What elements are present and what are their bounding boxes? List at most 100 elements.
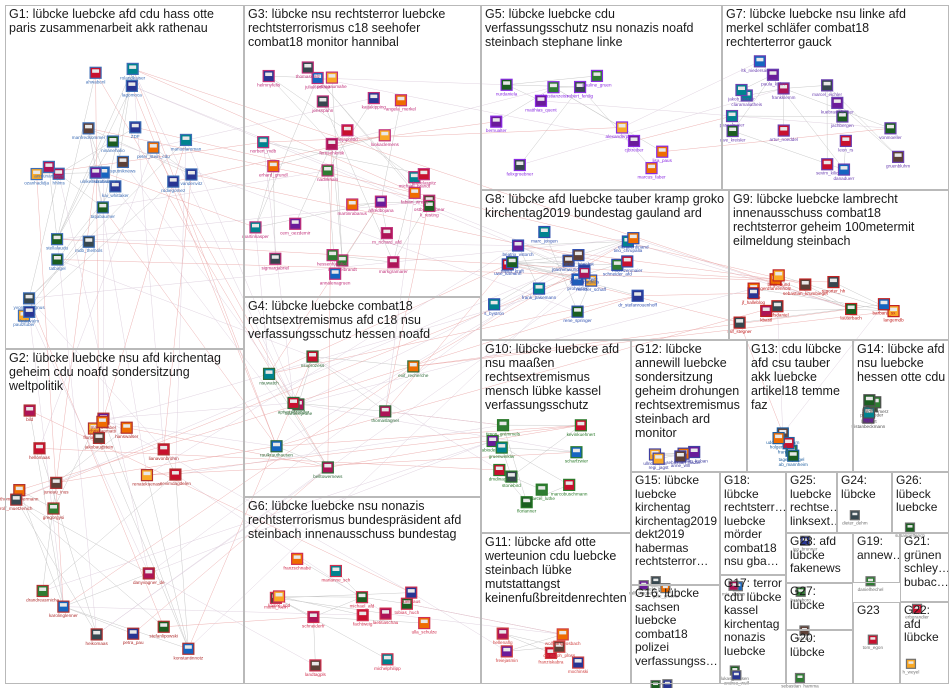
node-ozanhadidja[interactable]: ozanhadidja	[24, 167, 49, 186]
node-uwe-kreisler[interactable]: uwe_kreisler	[720, 124, 746, 143]
node-wolfgangbosbach[interactable]: wolfgangbosbach	[545, 628, 581, 646]
node-nurdaniela[interactable]: nurdaniela	[496, 78, 518, 96]
node-gregorgysi[interactable]: gregorgysi	[43, 502, 64, 520]
node-bernualter[interactable]: bernualter	[486, 115, 507, 133]
node-hellomaas[interactable]: hellomaas	[29, 442, 51, 460]
node-holger-k[interactable]: holger_k	[770, 432, 788, 450]
node-s-bystron[interactable]: s_bystron	[484, 298, 505, 316]
node-michael-afd[interactable]: michael_afd	[350, 591, 375, 609]
node-nadirkhalo[interactable]: nadirkhalo	[317, 164, 339, 182]
node-landtagpls[interactable]: landtagpls	[305, 659, 327, 677]
node-alexanderpeters[interactable]: alexanderpeters	[606, 121, 640, 139]
node-tom-egon[interactable]: tom_egon	[863, 634, 884, 650]
node-gute-gruene[interactable]: gute_gruene	[652, 583, 679, 599]
node-rene-springer[interactable]: rene_springer	[563, 305, 592, 323]
node-raulkrauthausen[interactable]: raulkrauthausen	[260, 440, 293, 458]
node-juneau-inus[interactable]: juneau_inus	[43, 476, 69, 494]
node-felixgroebner[interactable]: felixgroebner	[507, 158, 534, 176]
node-matthias-quent[interactable]: matthias_quent	[525, 94, 557, 112]
node-petra-pau[interactable]: petra_pau	[123, 627, 144, 645]
node-sputniknews[interactable]: sputniknews	[110, 155, 136, 173]
node-fratisvalm[interactable]: fratisvalm	[19, 305, 39, 323]
node-katjakipping[interactable]: katjakipping	[362, 91, 387, 110]
node-mia-maren[interactable]: mia_maren	[722, 580, 745, 596]
node-basteboro[interactable]: basteboro	[790, 586, 811, 602]
node-jensspahn[interactable]: jensspahn	[311, 95, 334, 113]
node-stonebird[interactable]: stonebird	[502, 470, 521, 488]
node-sevimdagdelen[interactable]: sevimdagdelen	[160, 468, 191, 486]
node-jf-halleblog[interactable]: jf_halleblog	[741, 287, 766, 305]
node-cjbtreiber[interactable]: cjbtreiber	[625, 134, 644, 152]
node-kuebraweltmeer[interactable]: kuebraweltmeer	[821, 96, 854, 114]
node-beatrix-vstorch[interactable]: beatrix_vstorch	[502, 239, 534, 257]
node-kaiser-spd[interactable]: kaiser_spd	[268, 590, 291, 608]
node-m-richard-afd[interactable]: m_richard_afd	[372, 227, 402, 245]
node-erhard-grundl[interactable]: erhard_grundl	[259, 160, 288, 178]
node-ahwabenl[interactable]: ahwabenl	[86, 66, 106, 84]
node-marcel-eichler[interactable]: marcel_eichler	[812, 79, 842, 97]
node-franzschnabe[interactable]: franzschnabe	[283, 552, 311, 570]
node-marcobuschmann[interactable]: marcobuschmann	[551, 478, 588, 496]
node-thomaswalz[interactable]: thomaswalz	[296, 61, 321, 79]
node-martinrabanus[interactable]: martinrabanus	[338, 198, 368, 216]
node-bmjv-bund[interactable]: bmjv_bund	[767, 269, 790, 287]
node-prohnisler[interactable]: prohnisler	[567, 273, 588, 291]
node-kevinkuehnert[interactable]: kevinkuehnert	[567, 419, 596, 437]
node-sebastian-hamma[interactable]: sebastian_hamma	[781, 672, 819, 688]
node-vonmoeller[interactable]: vonmoeller	[879, 122, 902, 140]
node-marc-jongen[interactable]: marc_jongen	[531, 225, 558, 244]
node-nicole-hoechst[interactable]: nicole_hoechst	[563, 249, 594, 267]
node-christianmatti[interactable]: christianmatti	[89, 415, 116, 433]
node-florianner[interactable]: florianner	[517, 496, 537, 514]
node-lauterbach[interactable]: lauterbach	[840, 302, 862, 321]
node-marcel-luthe[interactable]: marcel_luthe	[529, 483, 556, 501]
node-danyvagner-de[interactable]: danyvagner_de	[133, 567, 165, 585]
node-regi-jagst[interactable]: regi_jagst	[649, 452, 670, 470]
node-thomaslagner[interactable]: thomaslagner	[371, 405, 400, 423]
node-exif-recherche[interactable]: exif_recherche	[398, 360, 429, 378]
node-anjapolski[interactable]: anjapolski	[337, 124, 358, 142]
node-heikomaas[interactable]: heikomaas	[86, 628, 109, 646]
node-dieter-dehm[interactable]: dieter_dehm	[842, 510, 868, 526]
node-robert-ferdig[interactable]: robert_ferdig	[567, 80, 594, 98]
node-lagomoca[interactable]: lagomoca	[122, 79, 142, 97]
node-fabiodemasi[interactable]: fabiodemasi	[480, 434, 505, 452]
node-marcus-faber[interactable]: marcus_faber	[637, 162, 666, 180]
node-aptvorsitzender[interactable]: aptvorsitzender	[278, 396, 310, 414]
node-vandenvitz[interactable]: vandenvitz	[180, 168, 203, 186]
node-langemdb[interactable]: langemdb	[883, 305, 904, 323]
node-zdf[interactable]: ZDF	[129, 121, 142, 139]
node-sebastianzeiss[interactable]: sebastianzeiss	[538, 81, 569, 99]
node-alfredbojana[interactable]: alfredbojana	[368, 195, 394, 213]
node-lookaclemens[interactable]: lookaclemens	[371, 129, 400, 147]
node-sebastian-krumbiegel[interactable]: sebastian_krumbiegel	[783, 278, 828, 296]
node-fabian-wrede[interactable]: fabian_wrede	[401, 186, 429, 204]
node-nsuprozess[interactable]: nsuprozess	[301, 350, 325, 368]
node-hhlms[interactable]: hhlms	[53, 167, 66, 185]
node-anne-will[interactable]: anne_will	[671, 450, 690, 468]
node-timon-gremmels[interactable]: timon_gremmels	[486, 419, 521, 437]
node-nsuwatch[interactable]: nsuwatch	[259, 367, 279, 385]
node-juliaklockner[interactable]: juliaklockner	[304, 71, 331, 89]
node-peter-stein-cdu[interactable]: peter_stein_cdu	[137, 141, 170, 159]
node-frank-pasemann[interactable]: frank_pasemann	[522, 282, 557, 300]
node-pauline-gruen[interactable]: pauline_gruen	[582, 69, 612, 87]
node-frankklemm[interactable]: frankklemm	[772, 82, 796, 100]
node-lianavonbrohm[interactable]: lianavonbrohm	[149, 443, 179, 461]
node-djnakal[interactable]: djnakal	[862, 394, 877, 412]
node-ltk-niedersachsen[interactable]: ltk_niedersachsen	[741, 55, 779, 73]
node-paula-kahn[interactable]: paula_kahn	[761, 68, 785, 86]
node-reporter-hh[interactable]: reporter_hh	[822, 275, 846, 294]
node-hanswalser[interactable]: hanswalser	[115, 421, 139, 439]
node-manuelaroman[interactable]: manuelaroman	[171, 133, 202, 151]
node-scharfzwier[interactable]: scharfzwier	[565, 446, 589, 464]
node-helmnyfelis[interactable]: helmnyfelis	[257, 69, 281, 88]
node-rolf-muetzenich[interactable]: rolf_muetzenich	[0, 493, 33, 511]
node-leon-rs[interactable]: leon_rs	[838, 134, 854, 152]
node-bild[interactable]: bild	[23, 404, 36, 422]
node-markgramarer[interactable]: markgramarer	[379, 256, 408, 274]
node-ulla-schulze[interactable]: ulla_schulze	[412, 616, 438, 635]
node-hessenfuerdich[interactable]: hessenfuerdich	[317, 249, 349, 267]
node-erbgrandier[interactable]: erbgrandier	[905, 603, 929, 619]
node-michelphilipp[interactable]: michelphilipp	[374, 653, 401, 671]
